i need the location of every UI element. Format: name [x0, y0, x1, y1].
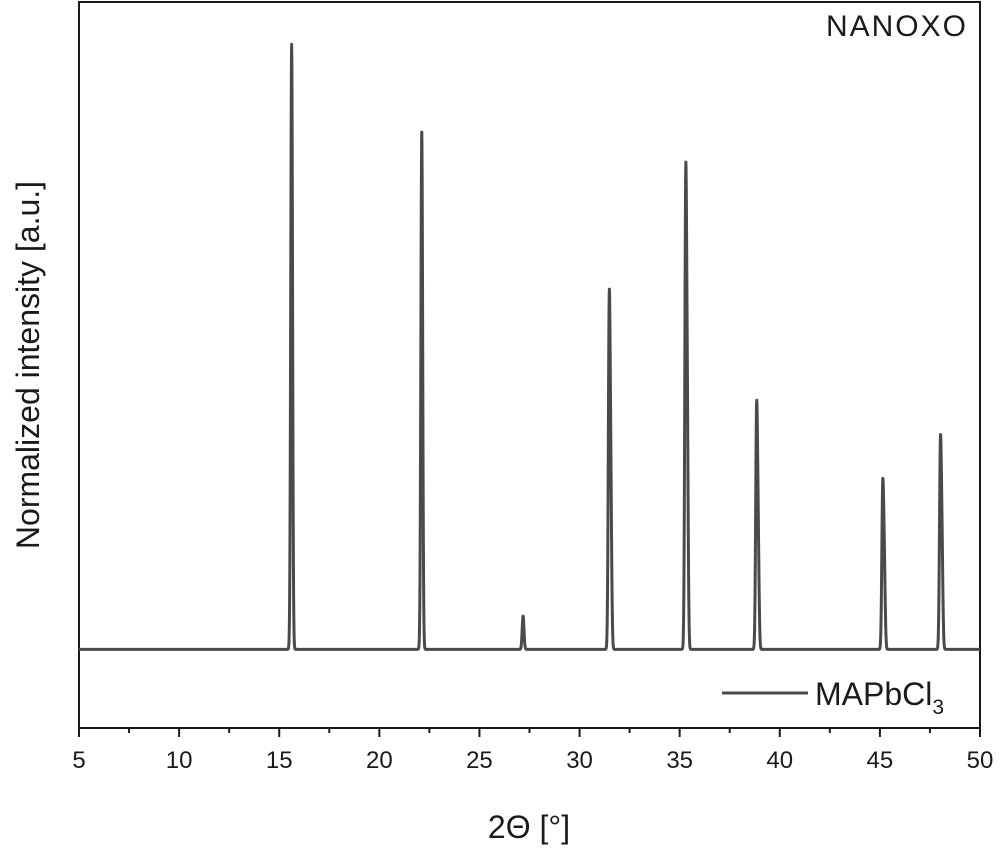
x-tick-label: 45: [867, 747, 894, 774]
legend-label: MAPbCl3: [815, 676, 944, 719]
x-tick-label: 25: [466, 747, 493, 774]
x-tick-label: 50: [967, 747, 994, 774]
x-tick-label: 30: [566, 747, 593, 774]
y-axis-title: Normalized intensity [a.u.]: [10, 181, 46, 549]
x-tick-label: 40: [766, 747, 793, 774]
series-line-mapbcl3: [77, 42, 982, 651]
x-axis-tick-labels: 5 10 15 20 25 30 35 40 45 50: [72, 747, 993, 774]
x-tick-label: 15: [266, 747, 293, 774]
brand-logo: NANOXO: [826, 10, 968, 43]
x-tick-label: 35: [666, 747, 693, 774]
plot-frame: [78, 1, 981, 729]
x-axis-ticks: [78, 728, 981, 737]
x-axis-title: 2Θ [°]: [488, 809, 570, 845]
legend: MAPbCl3: [722, 676, 944, 719]
x-tick-label: 10: [166, 747, 193, 774]
x-tick-label: 20: [366, 747, 393, 774]
x-tick-label: 5: [72, 747, 85, 774]
